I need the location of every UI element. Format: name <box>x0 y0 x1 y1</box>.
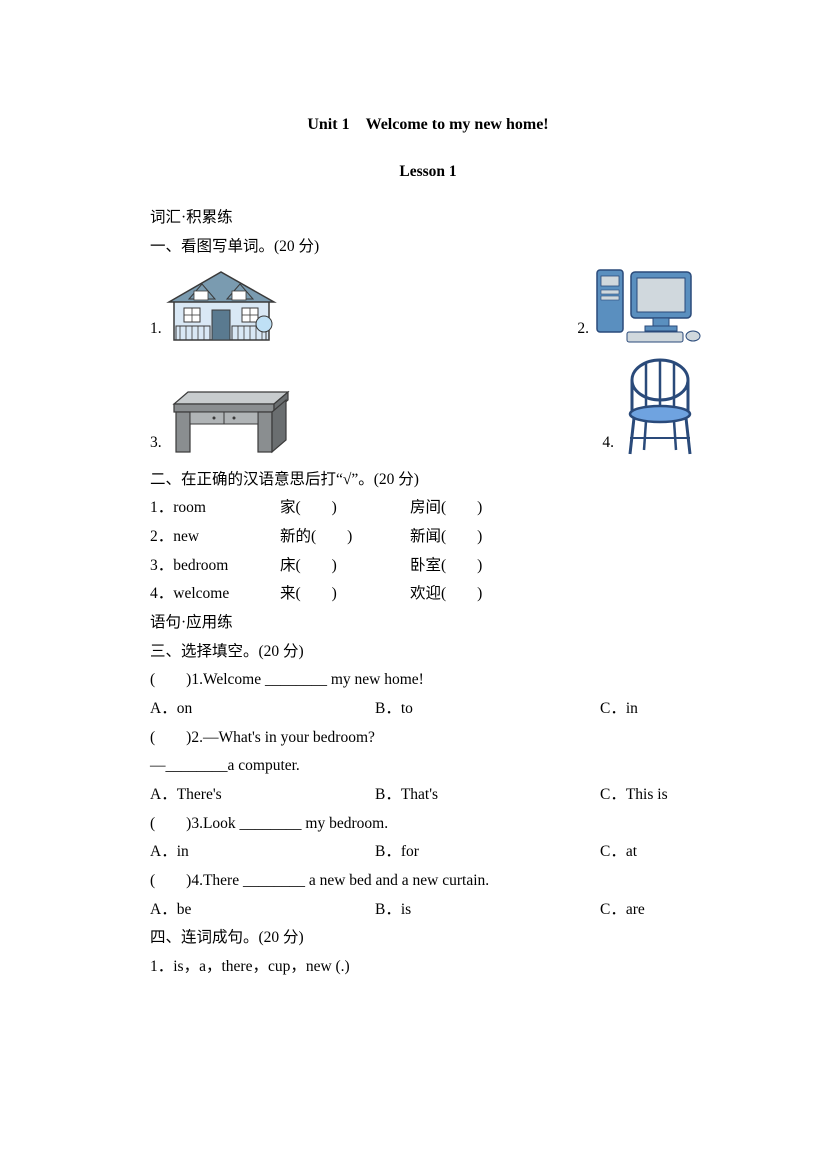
q3-4-c: C．are <box>600 896 645 925</box>
q2-r1-a: 家( ) <box>280 494 410 523</box>
q3-1-a: A．on <box>150 695 375 724</box>
q3-3-c: C．at <box>600 838 637 867</box>
computer-icon <box>591 266 706 344</box>
sentence-section-label: 语句·应用练 <box>150 609 706 638</box>
q3-2-stem2: —________a computer. <box>150 752 706 781</box>
q3-1-c: C．in <box>600 695 638 724</box>
q2-r4-b: 欢迎( ) <box>410 580 560 609</box>
q2-table: 1．room 家( ) 房间( ) 2．new 新的( ) 新闻( ) 3．be… <box>150 494 706 609</box>
q3-2-c: C．This is <box>600 781 668 810</box>
q2-r4-idx: 4．welcome <box>150 580 280 609</box>
q2-r3-b: 卧室( ) <box>410 552 560 581</box>
q2-r4-a: 来( ) <box>280 580 410 609</box>
q1-heading: 一、看图写单词。(20 分) <box>150 233 706 262</box>
q3-2-choices: A．There's B．That's C．This is <box>150 781 706 810</box>
q3-3-choices: A．in B．for C．at <box>150 838 706 867</box>
q3-1-b: B．to <box>375 695 600 724</box>
img3-label: 3. <box>150 429 162 458</box>
q4-heading: 四、连词成句。(20 分) <box>150 924 706 953</box>
q3-4-a: A．be <box>150 896 375 925</box>
q3-3-stem: ( )3.Look ________ my bedroom. <box>150 810 706 839</box>
q3-heading: 三、选择填空。(20 分) <box>150 638 706 667</box>
q2-r2-b: 新闻( ) <box>410 523 560 552</box>
desk-icon <box>164 378 294 458</box>
q2-r3-a: 床( ) <box>280 552 410 581</box>
q3-1-choices: A．on B．to C．in <box>150 695 706 724</box>
q2-r2-a: 新的( ) <box>280 523 410 552</box>
image-row-1: 1. <box>150 266 706 344</box>
q2-heading: 二、在正确的汉语意思后打“√”。(20 分) <box>150 466 706 495</box>
q3-1-stem: ( )1.Welcome ________ my new home! <box>150 666 706 695</box>
q2-r1-idx: 1．room <box>150 494 280 523</box>
q3-2-a: A．There's <box>150 781 375 810</box>
image-row-2: 3. 4. <box>150 358 706 458</box>
q3-4-b: B．is <box>375 896 600 925</box>
vocab-section-label: 词汇·积累练 <box>150 204 706 233</box>
q2-r1-b: 房间( ) <box>410 494 560 523</box>
q3-3-b: B．for <box>375 838 600 867</box>
img4-label: 4. <box>602 429 614 458</box>
q2-r2-idx: 2．new <box>150 523 280 552</box>
q4-item1: 1．is，a，there，cup，new (.) <box>150 953 706 982</box>
unit-title: Unit 1 Welcome to my new home! <box>150 110 706 140</box>
chair-icon <box>616 358 706 458</box>
q3-2-stem: ( )2.—What's in your bedroom? <box>150 724 706 753</box>
q3-4-choices: A．be B．is C．are <box>150 896 706 925</box>
q3-3-a: A．in <box>150 838 375 867</box>
q3-4-stem: ( )4.There ________ a new bed and a new … <box>150 867 706 896</box>
lesson-title: Lesson 1 <box>150 158 706 187</box>
img2-label: 2. <box>577 315 589 344</box>
house-icon <box>164 266 279 344</box>
q2-r3-idx: 3．bedroom <box>150 552 280 581</box>
q3-2-b: B．That's <box>375 781 600 810</box>
img1-label: 1. <box>150 315 162 344</box>
